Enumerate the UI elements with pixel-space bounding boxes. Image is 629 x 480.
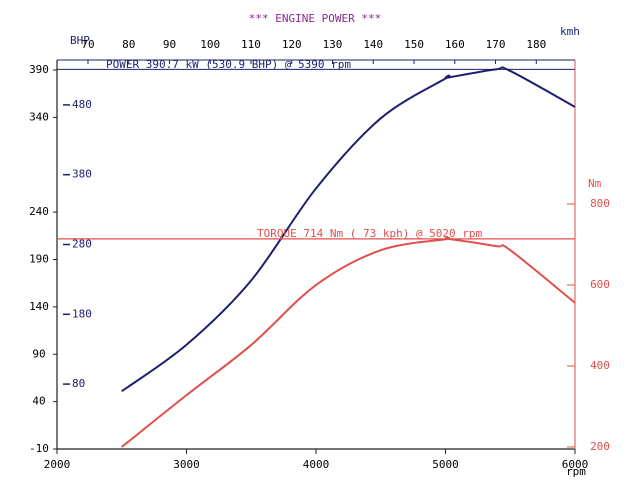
y-tick-label: 40 xyxy=(32,395,45,408)
kmh-tick-label: 100 xyxy=(200,38,220,51)
y2-tick-label: 200 xyxy=(590,440,610,453)
kmh-tick-label: 160 xyxy=(445,38,465,51)
kmh-tick-label: 110 xyxy=(241,38,261,51)
bhp-tick-label: 180 xyxy=(72,307,92,320)
x-tick-label: 5000 xyxy=(432,458,459,471)
y-tick-label: 190 xyxy=(29,253,49,266)
x-tick-label: 6000 xyxy=(562,458,589,471)
y-tick-label: 140 xyxy=(29,300,49,313)
kmh-tick-label: 170 xyxy=(486,38,506,51)
x-tick-label: 3000 xyxy=(173,458,200,471)
y-tick-label: 90 xyxy=(32,347,45,360)
kmh-axis-label: kmh xyxy=(560,25,580,38)
bhp-tick-label: 480 xyxy=(72,98,92,111)
kmh-tick-label: 90 xyxy=(163,38,176,51)
y2-axis-label: Nm xyxy=(588,177,602,190)
y-tick-label: 390 xyxy=(29,63,49,76)
y-tick-label: 340 xyxy=(29,110,49,123)
kmh-tick-label: 180 xyxy=(526,38,546,51)
x-tick-label: 4000 xyxy=(303,458,330,471)
series-line xyxy=(121,236,576,448)
series-line xyxy=(121,66,576,393)
bhp-tick-label: 380 xyxy=(72,168,92,181)
y2-tick-label: 400 xyxy=(590,359,610,372)
kmh-tick-label: 140 xyxy=(363,38,383,51)
y-tick-label: 240 xyxy=(29,205,49,218)
power-annotation: POWER 390.7 kW (530.9 BHP) @ 5390 rpm xyxy=(106,58,351,71)
x-tick-label: 2000 xyxy=(44,458,71,471)
bhp-tick-label: 280 xyxy=(72,237,92,250)
kmh-tick-label: 120 xyxy=(282,38,302,51)
bhp-tick-label: 80 xyxy=(72,377,85,390)
y2-tick-label: 800 xyxy=(590,197,610,210)
kmh-tick-label: 130 xyxy=(323,38,343,51)
kmh-tick-label: 150 xyxy=(404,38,424,51)
kmh-tick-label: 80 xyxy=(122,38,135,51)
y-tick-label: -10 xyxy=(29,442,49,455)
bhp-axis-label: BHP xyxy=(70,34,90,47)
torque-annotation: TORQUE 714 Nm ( 73 kph) @ 5020 rpm xyxy=(257,227,483,240)
y2-tick-label: 600 xyxy=(590,278,610,291)
chart-title: *** ENGINE POWER *** xyxy=(249,12,381,25)
kmh-tick-label: 70 xyxy=(81,38,94,51)
x-axis-label: rpm xyxy=(566,465,586,478)
